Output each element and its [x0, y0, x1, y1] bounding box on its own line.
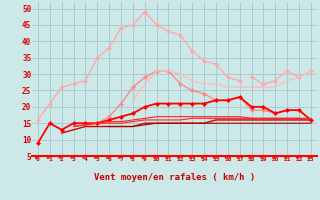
X-axis label: Vent moyen/en rafales ( km/h ): Vent moyen/en rafales ( km/h ) — [94, 173, 255, 182]
